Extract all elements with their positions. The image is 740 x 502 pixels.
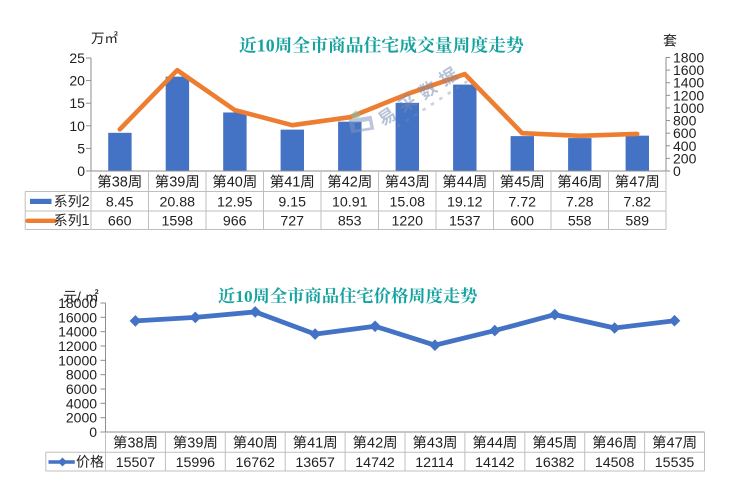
svg-text:4000: 4000 — [66, 395, 97, 411]
svg-text:12000: 12000 — [58, 338, 97, 354]
svg-text:14000: 14000 — [58, 324, 97, 340]
svg-text:2000: 2000 — [66, 410, 97, 426]
svg-text:0: 0 — [89, 424, 97, 440]
svg-text:46: 46 — [572, 175, 588, 191]
svg-text:45: 45 — [547, 436, 563, 452]
svg-text:16762: 16762 — [236, 455, 276, 471]
svg-text:10: 10 — [257, 36, 275, 56]
svg-text:13657: 13657 — [295, 455, 335, 471]
svg-text:25: 25 — [69, 50, 85, 66]
svg-text:39: 39 — [169, 175, 185, 191]
svg-text:1200: 1200 — [673, 87, 704, 103]
svg-text:15507: 15507 — [116, 455, 156, 471]
svg-text:589: 589 — [625, 214, 649, 230]
svg-text:966: 966 — [223, 214, 247, 230]
svg-text:727: 727 — [280, 214, 304, 230]
svg-text:600: 600 — [673, 125, 697, 141]
svg-text:44: 44 — [457, 175, 473, 191]
svg-text:43: 43 — [399, 175, 415, 191]
svg-text:39: 39 — [187, 436, 203, 452]
svg-text:7.28: 7.28 — [566, 195, 594, 211]
svg-text:6000: 6000 — [66, 381, 97, 397]
svg-text:0: 0 — [673, 163, 681, 179]
svg-text:800: 800 — [673, 113, 697, 129]
svg-text:47: 47 — [629, 175, 645, 191]
svg-text:660: 660 — [108, 214, 132, 230]
svg-text:9.15: 9.15 — [278, 195, 306, 211]
svg-text:14508: 14508 — [595, 455, 635, 471]
svg-text:41: 41 — [307, 436, 323, 452]
svg-text:12.95: 12.95 — [217, 195, 253, 211]
svg-text:400: 400 — [673, 138, 697, 154]
svg-text:45: 45 — [514, 175, 530, 191]
svg-text:558: 558 — [568, 214, 592, 230]
svg-text:10: 10 — [235, 287, 252, 306]
svg-text:1: 1 — [82, 212, 90, 228]
svg-text:/: / — [77, 289, 81, 305]
svg-text:38: 38 — [127, 436, 143, 452]
svg-text:15.08: 15.08 — [390, 195, 426, 211]
svg-text:10.91: 10.91 — [332, 195, 368, 211]
svg-text:200: 200 — [673, 150, 697, 166]
svg-text:15535: 15535 — [655, 455, 695, 471]
svg-text:1800: 1800 — [673, 50, 704, 66]
svg-text:1537: 1537 — [449, 214, 481, 230]
svg-text:20.88: 20.88 — [160, 195, 196, 211]
svg-text:7.82: 7.82 — [623, 195, 651, 211]
svg-text:19.12: 19.12 — [447, 195, 483, 211]
svg-text:1220: 1220 — [392, 214, 424, 230]
svg-text:2: 2 — [82, 193, 90, 209]
svg-text:40: 40 — [247, 436, 263, 452]
svg-text:20: 20 — [69, 73, 85, 89]
svg-text:16382: 16382 — [535, 455, 575, 471]
svg-text:42: 42 — [342, 175, 358, 191]
svg-text:41: 41 — [284, 175, 300, 191]
svg-text:5: 5 — [77, 140, 85, 156]
svg-text:16000: 16000 — [58, 309, 97, 325]
svg-text:15: 15 — [69, 95, 85, 111]
svg-text:0: 0 — [77, 163, 85, 179]
svg-text:38: 38 — [112, 175, 128, 191]
svg-text:46: 46 — [607, 436, 623, 452]
svg-text:853: 853 — [338, 214, 362, 230]
svg-text:12114: 12114 — [415, 455, 454, 471]
svg-text:600: 600 — [510, 214, 534, 230]
svg-text:1000: 1000 — [673, 100, 704, 116]
svg-text:7.72: 7.72 — [508, 195, 536, 211]
svg-text:14142: 14142 — [475, 455, 515, 471]
svg-text:10: 10 — [69, 118, 85, 134]
svg-text:43: 43 — [427, 436, 443, 452]
svg-text:1600: 1600 — [673, 62, 704, 78]
svg-text:47: 47 — [667, 436, 683, 452]
svg-text:44: 44 — [487, 436, 503, 452]
svg-text:15996: 15996 — [176, 455, 216, 471]
svg-text:1598: 1598 — [162, 214, 194, 230]
svg-text:10000: 10000 — [58, 352, 97, 368]
svg-text:42: 42 — [367, 436, 383, 452]
svg-text:1400: 1400 — [673, 75, 704, 91]
svg-text:8.45: 8.45 — [106, 195, 134, 211]
svg-text:8000: 8000 — [66, 367, 97, 383]
svg-text:40: 40 — [227, 175, 243, 191]
svg-text:14742: 14742 — [355, 455, 395, 471]
